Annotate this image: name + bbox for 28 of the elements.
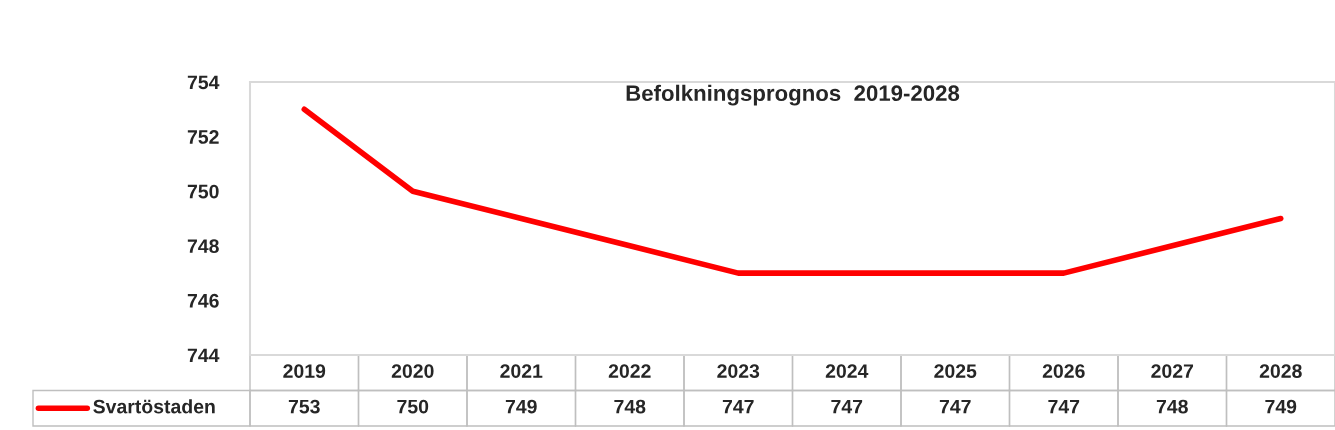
y-tick-label: 752: [187, 130, 219, 144]
data-label: 750: [397, 399, 429, 414]
data-label: 749: [505, 399, 537, 414]
data-label: 753: [288, 399, 320, 414]
x-tick-label: 2024: [825, 364, 869, 378]
data-label: 747: [939, 399, 971, 414]
x-tick-label: 2028: [1259, 364, 1302, 378]
data-label: 748: [1156, 399, 1188, 414]
x-tick-label: 2019: [283, 364, 326, 378]
legend-label: Svartöstaden: [93, 399, 215, 414]
x-tick-label: 2026: [1042, 364, 1085, 378]
x-tick-label: 2022: [608, 364, 651, 378]
y-tick-label: 754: [187, 75, 220, 90]
x-tick-label: 2027: [1151, 364, 1194, 378]
y-tick-label: 744: [187, 348, 220, 363]
x-tick-label: 2023: [717, 364, 760, 378]
x-tick-label: 2021: [500, 364, 543, 378]
y-tick-label: 750: [187, 184, 219, 199]
data-label: 747: [831, 399, 863, 414]
chart-title: Befolkningsprognos 2019-2028: [626, 84, 960, 106]
data-label: 747: [1048, 399, 1080, 414]
data-label: 747: [722, 399, 754, 414]
y-tick-label: 746: [187, 293, 219, 308]
data-label: 749: [1265, 399, 1297, 414]
x-tick-label: 2025: [934, 364, 977, 378]
x-tick-label: 2020: [391, 364, 434, 378]
y-tick-label: 748: [187, 239, 219, 254]
data-label: 748: [614, 399, 646, 414]
